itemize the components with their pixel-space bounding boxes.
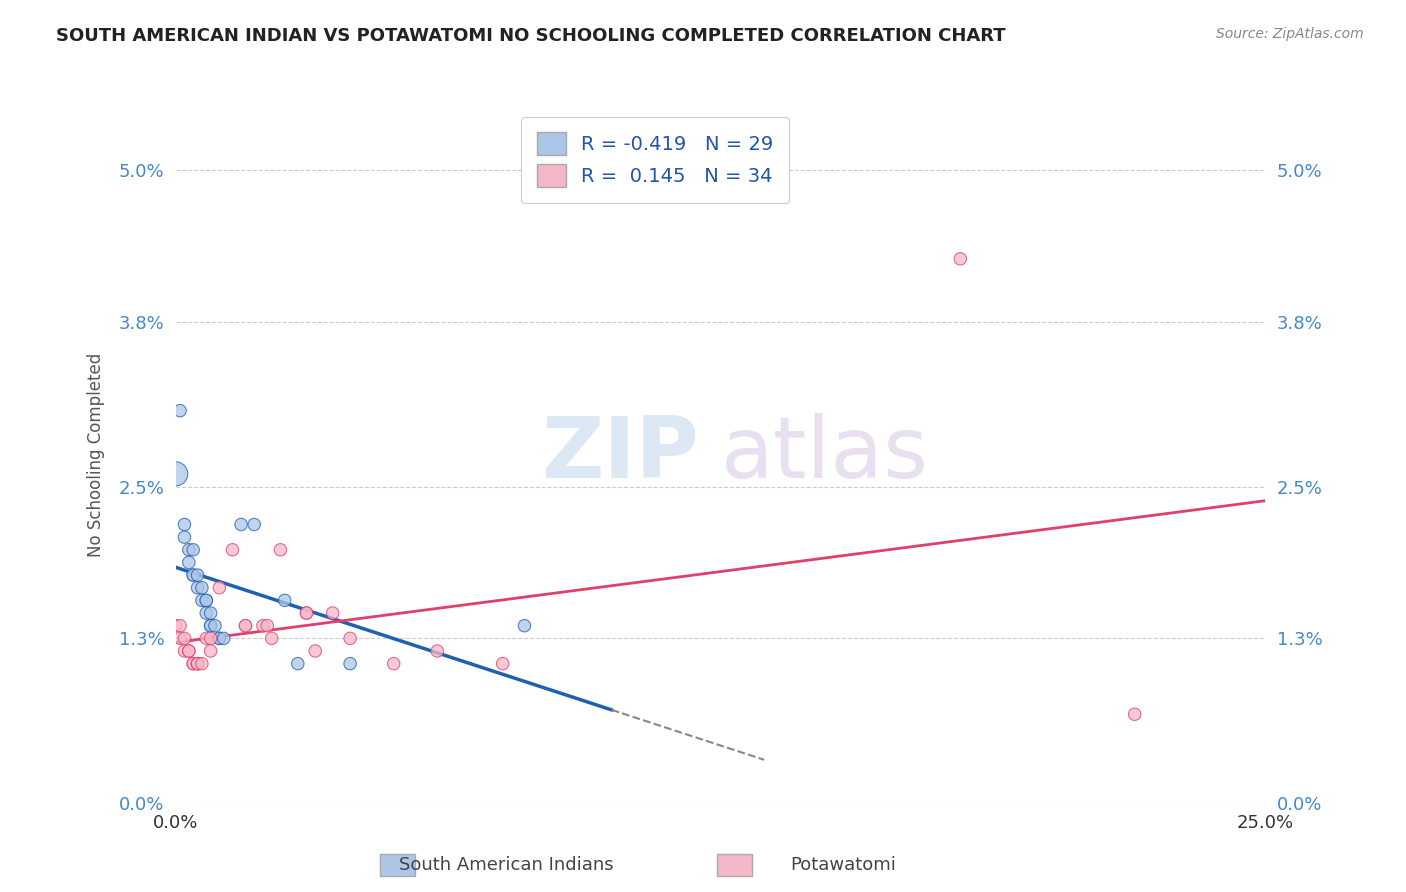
Point [208,632,231,646]
Point [191,657,214,671]
Point [208,632,231,646]
Point [173,632,195,646]
Point [186,568,209,582]
Text: Source: ZipAtlas.com: Source: ZipAtlas.com [1216,27,1364,41]
Point [295,606,318,620]
Text: ZIP: ZIP [541,413,699,497]
Point [181,542,204,557]
Point [186,657,209,671]
Point [200,632,222,646]
Point [200,618,222,632]
Point [181,568,204,582]
Point [173,517,195,532]
Point [177,644,200,658]
Point [186,657,209,671]
Text: Potawatomi: Potawatomi [790,856,897,874]
Point [186,581,209,595]
Point [322,606,344,620]
Point [208,581,231,595]
Point [181,657,204,671]
Point [426,644,449,658]
Point [191,581,214,595]
Text: atlas: atlas [721,413,928,497]
Point [243,517,266,532]
Point [287,657,309,671]
Point [513,618,536,632]
Point [173,530,195,544]
Point [235,618,257,632]
Point [177,644,200,658]
Point [195,606,218,620]
Point [295,606,318,620]
Point [200,644,222,658]
Point [382,657,405,671]
Point [165,467,187,481]
Point [492,657,515,671]
Point [252,618,274,632]
Point [339,657,361,671]
Point [269,542,291,557]
Point [274,593,297,607]
Point [339,632,361,646]
Point [165,618,187,632]
Point [191,593,214,607]
Point [181,657,204,671]
Point [195,593,218,607]
Point [1123,707,1146,722]
Legend: R = -0.419   N = 29, R =  0.145   N = 34: R = -0.419 N = 29, R = 0.145 N = 34 [522,117,789,202]
Point [260,632,283,646]
Point [256,618,278,632]
Point [221,542,243,557]
Point [181,568,204,582]
Point [169,403,191,417]
Point [949,252,972,266]
Text: SOUTH AMERICAN INDIAN VS POTAWATOMI NO SCHOOLING COMPLETED CORRELATION CHART: SOUTH AMERICAN INDIAN VS POTAWATOMI NO S… [56,27,1005,45]
Point [231,517,253,532]
Point [186,657,209,671]
Y-axis label: No Schooling Completed: No Schooling Completed [87,353,105,557]
Text: South American Indians: South American Indians [399,856,613,874]
Point [304,644,326,658]
Point [200,606,222,620]
Point [212,632,235,646]
Point [204,618,226,632]
Point [195,593,218,607]
Point [195,632,218,646]
Point [169,632,191,646]
Point [173,644,195,658]
Point [177,542,200,557]
Point [235,618,257,632]
Point [177,556,200,570]
Point [169,618,191,632]
Point [200,618,222,632]
